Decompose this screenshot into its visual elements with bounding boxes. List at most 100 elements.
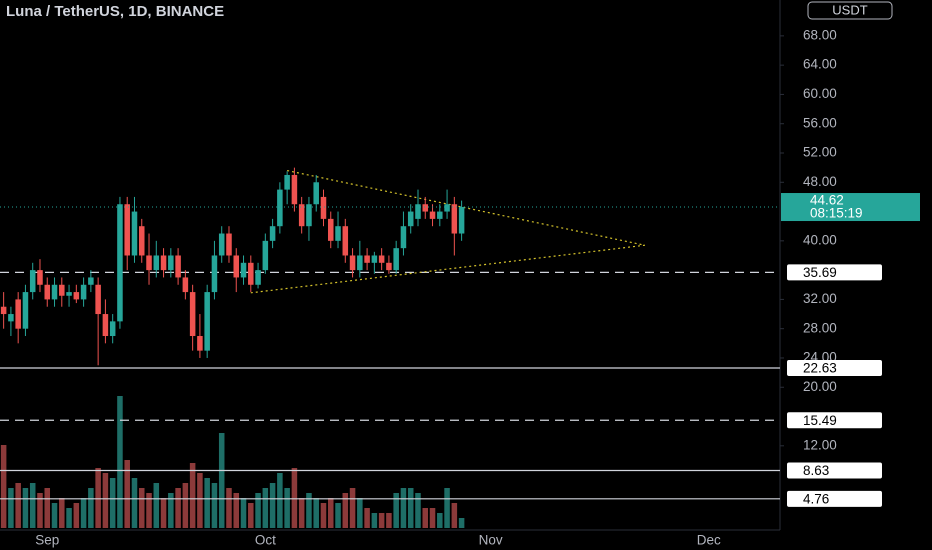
volume-bar	[29, 483, 36, 528]
price-line-badge	[787, 412, 882, 429]
volume-bar	[313, 498, 319, 528]
volume-bar	[182, 483, 189, 528]
candle-body	[211, 255, 218, 293]
y-tick-label: 32.00	[803, 291, 837, 306]
volume-bar	[437, 513, 443, 528]
candle-body	[400, 226, 407, 249]
candle-body	[357, 255, 363, 271]
volume-bar	[0, 445, 7, 528]
volume-bar	[131, 478, 138, 528]
candle-body	[255, 270, 261, 285]
candle-body	[189, 292, 196, 337]
volume-bar	[400, 488, 407, 528]
price-line-label: 4.76	[803, 491, 829, 506]
candle-body	[429, 211, 436, 219]
candle-body	[66, 292, 72, 296]
candle-body	[73, 292, 80, 300]
chart-title: Luna / TetherUS, 1D, BINANCE	[6, 3, 224, 20]
volume-bar	[342, 493, 349, 528]
candle-body	[269, 226, 276, 241]
candle-body	[248, 262, 254, 285]
volume-bar	[44, 488, 51, 528]
candle-body	[22, 292, 29, 329]
y-tick-label: 40.00	[803, 232, 837, 247]
volume-bar	[349, 488, 356, 528]
volume-bar	[371, 513, 378, 528]
volume-bar	[146, 493, 152, 528]
candle-body	[8, 314, 14, 322]
price-line-label: 22.63	[803, 361, 837, 376]
candle-body	[37, 270, 43, 285]
candle-body	[284, 174, 290, 190]
candle-body	[291, 174, 298, 205]
candle-body	[109, 321, 116, 337]
candle-body	[131, 211, 138, 256]
price-line-badge	[787, 264, 882, 281]
volume-bar	[407, 488, 414, 528]
volume-bar	[175, 488, 181, 528]
candle-body	[226, 233, 232, 256]
volume-bar	[160, 498, 167, 528]
candle-body	[313, 182, 319, 205]
volume-bar	[15, 483, 21, 528]
candle-body	[393, 248, 399, 271]
candle-body	[335, 226, 341, 241]
candle-body	[29, 270, 36, 293]
x-tick-label: Nov	[479, 533, 503, 548]
quote-currency: USDT	[832, 2, 867, 17]
candle-body	[15, 299, 21, 329]
candle-body	[320, 196, 327, 219]
volume-bar	[218, 433, 225, 528]
candle-body	[0, 306, 7, 315]
y-tick-label: 68.00	[803, 27, 837, 42]
candle-body	[306, 204, 312, 227]
volume-bar	[66, 508, 72, 528]
volume-bar	[80, 498, 87, 528]
candle-body	[371, 255, 378, 263]
volume-bar	[73, 503, 80, 528]
candle-body	[451, 204, 458, 234]
volume-bar	[240, 498, 247, 528]
volume-bar	[168, 493, 174, 528]
volume-bar	[306, 493, 312, 528]
y-tick-label: 52.00	[803, 145, 837, 160]
y-tick-label: 28.00	[803, 320, 837, 335]
candle-body	[298, 204, 305, 227]
volume-bar	[277, 473, 283, 528]
candle-body	[80, 284, 87, 300]
candle-body	[364, 255, 370, 263]
x-tick-label: Sep	[35, 533, 59, 548]
volume-bar	[255, 493, 261, 528]
x-tick-label: Oct	[255, 533, 276, 548]
volume-bar	[233, 493, 240, 528]
volume-bar	[429, 508, 436, 528]
candle-body	[175, 255, 181, 278]
candle-body	[124, 204, 130, 256]
volume-bar	[197, 473, 203, 528]
candle-body	[378, 255, 385, 263]
volume-bar	[88, 488, 94, 528]
price-line-label: 8.63	[803, 463, 829, 478]
price-line-label: 15.49	[803, 413, 837, 428]
volume-bar	[386, 513, 392, 528]
candle-body	[444, 204, 450, 212]
candle-body	[153, 255, 160, 271]
quote-badge[interactable]	[807, 1, 893, 20]
candle-body	[146, 255, 152, 271]
candle-body	[117, 204, 123, 322]
volume-bar	[117, 396, 123, 528]
volume-bar	[451, 503, 458, 528]
y-tick-label: 48.00	[803, 174, 837, 189]
candle-body	[138, 226, 145, 256]
volume-bar	[95, 468, 101, 528]
candle-body	[51, 284, 58, 300]
volume-bar	[364, 508, 370, 528]
candle-body	[386, 262, 392, 271]
candle-body	[349, 255, 356, 271]
volume-bar	[422, 508, 429, 528]
y-tick-label: 56.00	[803, 115, 837, 130]
volume-bar	[22, 488, 29, 528]
volume-bar	[269, 483, 276, 528]
volume-bar	[226, 488, 232, 528]
